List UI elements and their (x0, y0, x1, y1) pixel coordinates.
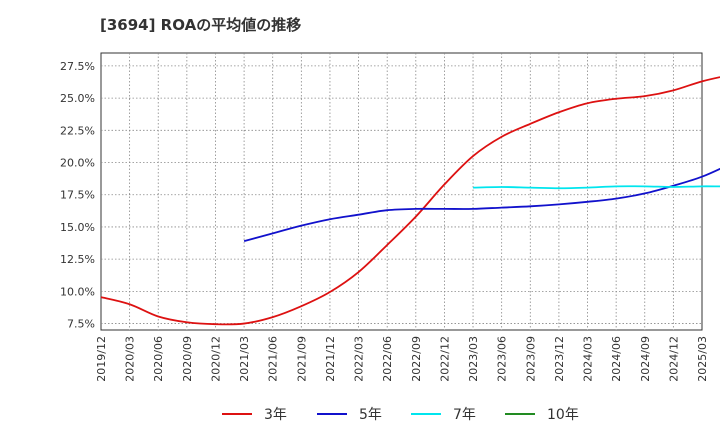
y-tick-label: 25.0% (60, 92, 95, 105)
plot-area (100, 52, 703, 331)
grid (101, 53, 702, 330)
y-tick-label: 7.5% (67, 318, 95, 331)
x-tick-label: 2022/09 (410, 336, 423, 382)
x-tick-label: 2024/12 (667, 336, 680, 382)
x-tick-label: 2025/03 (696, 336, 709, 382)
legend-label: 7年 (453, 407, 476, 423)
x-tick-label: 2023/09 (524, 336, 537, 382)
legend-label: 10年 (547, 407, 579, 423)
x-tick-label: 2021/06 (267, 336, 280, 382)
x-tick-label: 2022/03 (353, 336, 366, 382)
x-tick-label: 2024/09 (639, 336, 652, 382)
chart-title: [3694] ROAの平均値の推移 (100, 16, 301, 34)
y-tick-label: 15.0% (60, 221, 95, 234)
x-axis-ticks: 2019/12 2020/03 2020/06 2020/09 2020/12 2021/… (95, 336, 709, 382)
legend-item[interactable]: 3年 (222, 407, 287, 423)
x-tick-label: 2021/12 (324, 336, 337, 382)
series-line-2 (243, 167, 720, 242)
x-tick-label: 2020/12 (209, 336, 222, 382)
legend-label: 5年 (359, 407, 382, 423)
series-line-3 (473, 185, 720, 190)
y-tick-label: 20.0% (60, 157, 95, 170)
x-tick-label: 2024/06 (610, 336, 623, 382)
x-tick-label: 2023/06 (496, 336, 509, 382)
legend-item[interactable]: 7年 (411, 407, 476, 423)
y-tick-label: 10.0% (60, 285, 95, 298)
y-tick-label: 22.5% (60, 124, 95, 137)
x-tick-label: 2023/12 (553, 336, 566, 382)
y-axis-ticks: 7.5% 10.0% 12.5% 15.0% 17.5% 20.0% 22.5% 25.0% 2… (60, 60, 95, 331)
x-tick-label: 2022/06 (381, 336, 394, 382)
x-tick-label: 2020/06 (152, 336, 165, 382)
legend-item[interactable]: 5年 (317, 407, 382, 423)
x-tick-label: 2019/12 (95, 336, 108, 382)
x-tick-label: 2021/09 (295, 336, 308, 382)
y-tick-label: 27.5% (60, 60, 95, 73)
legend[interactable]: 3年 5年 7年 10年 (222, 407, 579, 423)
legend-item[interactable]: 10年 (505, 407, 579, 423)
x-tick-label: 2024/03 (582, 336, 595, 382)
series-line-1 (100, 76, 720, 326)
legend-label: 3年 (264, 407, 287, 423)
y-tick-label: 17.5% (60, 189, 95, 202)
x-tick-label: 2020/03 (124, 336, 137, 382)
series-lines (100, 76, 720, 326)
x-tick-label: 2021/03 (238, 336, 251, 382)
x-tick-label: 2023/03 (467, 336, 480, 382)
y-tick-label: 12.5% (60, 253, 95, 266)
x-tick-label: 2022/12 (438, 336, 451, 382)
x-tick-label: 2020/09 (181, 336, 194, 382)
